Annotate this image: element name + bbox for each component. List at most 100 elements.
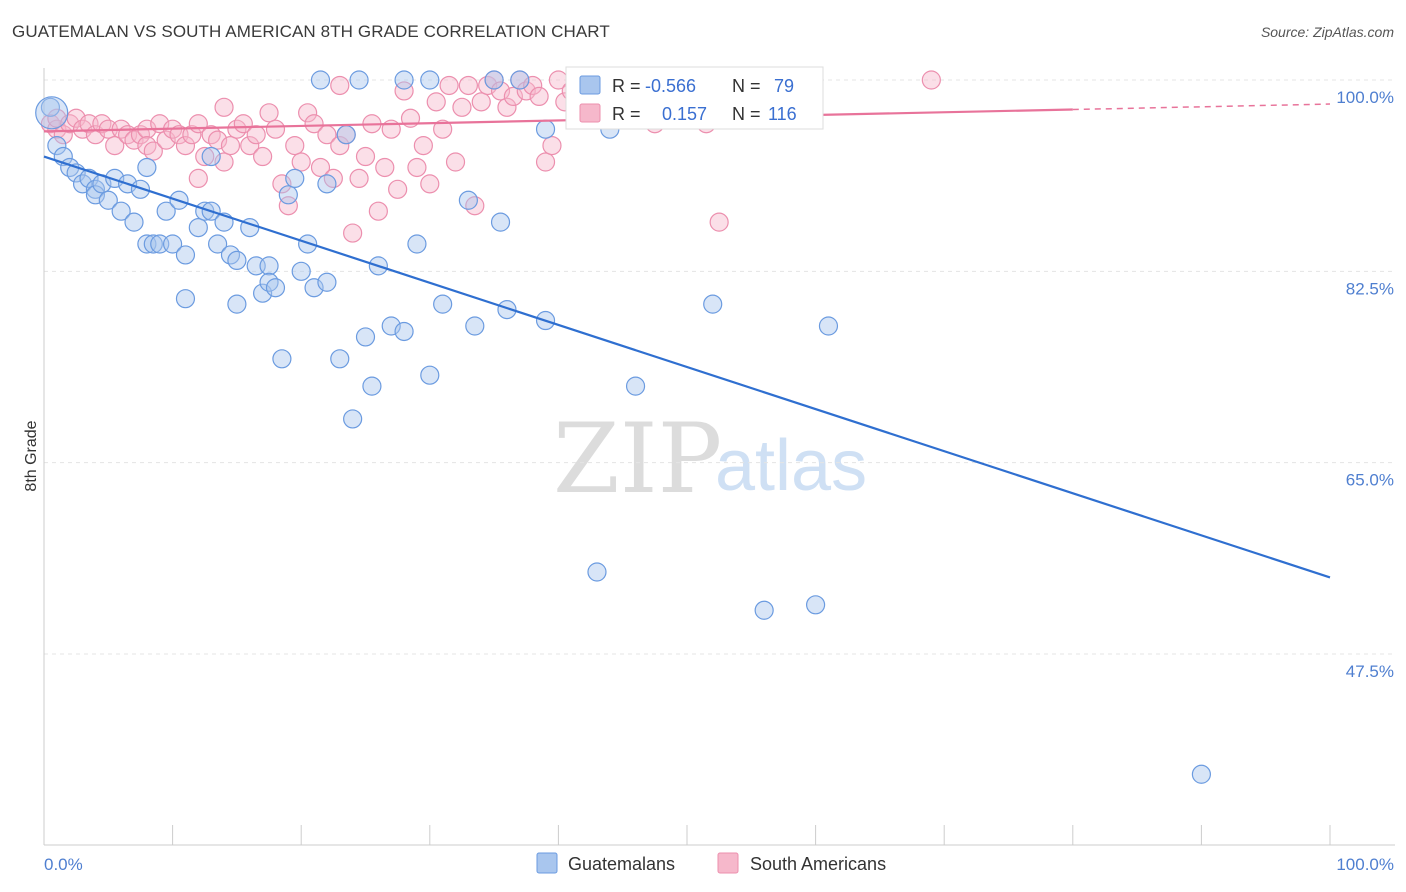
guatemalans-point bbox=[433, 294, 453, 314]
south-americans-point bbox=[452, 97, 472, 117]
guatemalans-point bbox=[336, 125, 356, 145]
south-americans-point bbox=[349, 168, 369, 188]
south-americans-point bbox=[304, 114, 324, 134]
stats-r-value-south-americans: 0.157 bbox=[662, 104, 707, 124]
south-americans-point bbox=[240, 136, 260, 156]
stats-r-label-south-americans: R = bbox=[612, 104, 641, 124]
guatemalans-point bbox=[188, 218, 208, 238]
guatemalans-point bbox=[98, 190, 118, 210]
south-americans-point bbox=[394, 81, 414, 101]
source-credit: Source: ZipAtlas.com bbox=[1260, 24, 1394, 40]
south-americans-point bbox=[259, 103, 279, 123]
guatemalans-point bbox=[259, 256, 279, 276]
legend-swatch-south-americans bbox=[717, 852, 739, 874]
guatemalans-point bbox=[805, 595, 826, 615]
guatemalans-point bbox=[272, 349, 292, 369]
guatemalans-point bbox=[362, 376, 382, 396]
guatemalans-point bbox=[143, 234, 163, 254]
guatemalans-point bbox=[484, 70, 504, 90]
guatemalans-point bbox=[458, 190, 478, 210]
guatemalans-point bbox=[298, 234, 318, 254]
guatemalans-point bbox=[285, 168, 305, 188]
stats-swatch-south-americans bbox=[579, 103, 601, 123]
south-americans-point bbox=[458, 75, 478, 96]
south-americans-point bbox=[298, 103, 318, 123]
south-americans-point bbox=[343, 223, 363, 243]
guatemalans-point bbox=[111, 201, 131, 221]
south-americans-point bbox=[542, 136, 562, 156]
south-americans-point bbox=[285, 136, 305, 156]
guatemalans-point bbox=[587, 562, 607, 582]
south-americans-point bbox=[407, 157, 427, 178]
guatemalans-point bbox=[1191, 764, 1212, 784]
legend-label-guatemalans: Guatemalans bbox=[568, 854, 675, 874]
south-americans-point bbox=[413, 136, 433, 156]
guatemalans-point bbox=[754, 600, 774, 620]
guatemalans-point bbox=[265, 278, 286, 298]
south-americans-point bbox=[265, 119, 286, 139]
guatemalans-point bbox=[227, 294, 247, 314]
guatemalans-point bbox=[278, 185, 298, 205]
legend: Guatemalans South Americans bbox=[536, 852, 886, 874]
guatemalans-trend-line bbox=[43, 155, 1331, 579]
x-tick-label-min: 0.0% bbox=[44, 855, 83, 874]
south-americans-point bbox=[220, 136, 241, 156]
guatemalans-point bbox=[175, 245, 196, 265]
guatemalans-point bbox=[349, 70, 369, 90]
stats-swatch-guatemalans bbox=[579, 75, 601, 95]
south-americans-trend-line bbox=[43, 108, 1073, 133]
guatemalans-point bbox=[137, 157, 157, 178]
guatemalans-point bbox=[156, 201, 176, 221]
south-americans-point bbox=[291, 152, 311, 172]
south-americans-point bbox=[426, 92, 446, 112]
stats-r-value-guatemalans: -0.566 bbox=[645, 76, 696, 96]
y-tick-label: 82.5% bbox=[1346, 279, 1394, 298]
guatemalans-point bbox=[355, 327, 376, 347]
guatemalans-point bbox=[703, 294, 723, 314]
south-americans-point bbox=[278, 196, 298, 216]
south-americans-point bbox=[253, 146, 273, 167]
y-tick-label: 65.0% bbox=[1346, 471, 1394, 490]
stats-n-value-guatemalans: 79 bbox=[774, 76, 794, 96]
guatemalans-point bbox=[497, 300, 517, 320]
south-americans-point bbox=[143, 141, 163, 161]
guatemalans-point bbox=[818, 316, 839, 336]
south-americans-point bbox=[709, 212, 729, 232]
south-americans-point bbox=[535, 152, 556, 172]
south-americans-point bbox=[420, 174, 440, 194]
south-americans-point bbox=[182, 125, 202, 145]
watermark-atlas: atlas bbox=[715, 426, 867, 506]
guatemalans-point bbox=[40, 97, 61, 117]
south-americans-point bbox=[375, 157, 395, 178]
south-americans-point bbox=[246, 125, 266, 145]
guatemalans-point bbox=[510, 70, 530, 90]
south-americans-point bbox=[439, 75, 459, 96]
guatemalans-point bbox=[420, 365, 440, 385]
trend-lines bbox=[43, 103, 1331, 579]
guatemalans-point bbox=[317, 174, 337, 194]
guatemalans-point bbox=[201, 146, 221, 167]
guatemalans-point bbox=[124, 212, 144, 232]
guatemalans-point bbox=[420, 70, 440, 90]
guatemalans-point bbox=[130, 179, 151, 199]
south-americans-point bbox=[195, 146, 215, 167]
guatemalans-point bbox=[317, 272, 337, 292]
south-americans-point bbox=[330, 136, 350, 156]
legend-swatch-guatemalans bbox=[536, 852, 558, 874]
chart-title: GUATEMALAN VS SOUTH AMERICAN 8TH GRADE C… bbox=[12, 22, 610, 41]
south-americans-point bbox=[471, 92, 491, 112]
south-americans-point bbox=[355, 146, 376, 167]
south-americans-point bbox=[445, 152, 466, 172]
guatemalans-point bbox=[227, 250, 247, 270]
y-tick-label: 100.0% bbox=[1336, 88, 1394, 107]
guatemalans-point bbox=[291, 261, 311, 281]
guatemalans-point bbox=[625, 376, 646, 396]
south-americans-point bbox=[368, 201, 388, 221]
guatemalans-point bbox=[310, 70, 331, 90]
y-tick-label: 47.5% bbox=[1346, 662, 1394, 681]
south-americans-point bbox=[330, 75, 350, 96]
stats-box: R = -0.566 N = 79 R = 0.157 N = 116 bbox=[565, 66, 824, 130]
guatemalans-point bbox=[175, 289, 196, 309]
x-tick-label-max: 100.0% bbox=[1336, 855, 1394, 874]
